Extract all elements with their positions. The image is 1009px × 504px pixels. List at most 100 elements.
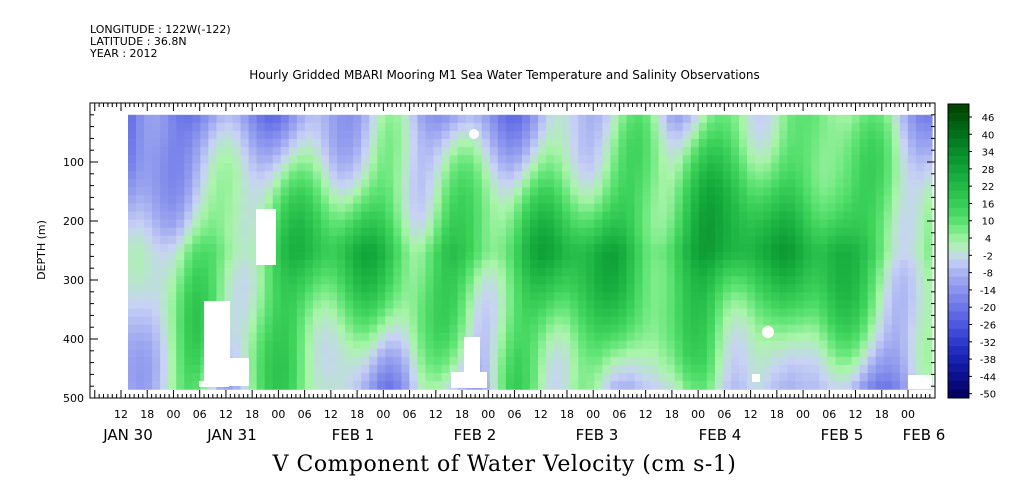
heatmap-cell [208, 155, 218, 164]
heatmap-cell [594, 373, 603, 382]
heatmap-cell [666, 324, 676, 334]
heatmap-cell [731, 340, 740, 350]
heatmap-cell [923, 114, 933, 124]
heatmap-cell [674, 227, 684, 237]
heatmap-cell [304, 373, 314, 382]
heatmap-cell [168, 268, 177, 277]
heatmap-cell [465, 171, 475, 180]
heatmap-cell [240, 348, 250, 358]
heatmap-cell [578, 171, 587, 180]
heatmap-cell [417, 324, 427, 334]
heatmap-cell [457, 179, 467, 189]
heatmap-cell [578, 139, 587, 148]
heatmap-cell [618, 292, 628, 301]
heatmap-cell [304, 195, 314, 205]
heatmap-cell [690, 114, 700, 124]
heatmap-cell [272, 114, 282, 124]
heatmap-cell [312, 227, 322, 237]
heatmap-cell [144, 219, 153, 229]
heatmap-cell [513, 251, 523, 261]
heatmap-cell [417, 147, 427, 156]
heatmap-cell [489, 203, 499, 213]
heatmap-cell [473, 203, 483, 213]
heatmap-cell [923, 332, 933, 342]
heatmap-cell [867, 300, 877, 310]
heatmap-cell [867, 155, 877, 164]
heatmap-cell [674, 373, 684, 382]
heatmap-cell [160, 187, 169, 197]
heatmap-cell [280, 179, 290, 189]
heatmap-cell [280, 381, 290, 390]
heatmap-cell [160, 171, 169, 180]
heatmap-cell [610, 308, 620, 318]
heatmap-cell [682, 219, 692, 229]
heatmap-cell [489, 260, 499, 269]
heatmap-cell [562, 171, 571, 180]
heatmap-cell [731, 268, 740, 277]
heatmap-cell [682, 171, 692, 180]
heatmap-cell [232, 163, 242, 172]
heatmap-cell [377, 147, 386, 156]
heatmap-cell [747, 130, 756, 140]
heatmap-cell [385, 308, 394, 318]
heatmap-cell [594, 292, 603, 301]
heatmap-cell [690, 260, 700, 269]
heatmap-cell [859, 324, 869, 334]
heatmap-cell [682, 139, 692, 148]
heatmap-cell [779, 340, 788, 350]
heatmap-cell [465, 260, 475, 269]
heatmap-cell [329, 139, 338, 148]
heatmap-cell [409, 219, 419, 229]
heatmap-cell [505, 251, 515, 261]
heatmap-cell [160, 284, 169, 293]
colorbar-swatch [948, 337, 969, 347]
heatmap-cell [329, 348, 338, 358]
heatmap-cell [602, 114, 611, 124]
heatmap-cell [642, 227, 652, 237]
heatmap-cell [457, 348, 467, 358]
colorbar-label: -2 [983, 251, 993, 262]
heatmap-cell [923, 243, 933, 253]
heatmap-cell [353, 356, 362, 366]
heatmap-cell [433, 130, 443, 140]
heatmap-cell [771, 211, 780, 221]
heatmap-cell [875, 179, 885, 189]
heatmap-cell [594, 251, 603, 261]
heatmap-cell [666, 308, 676, 318]
heatmap-cell [128, 179, 137, 189]
heatmap-cell [409, 243, 419, 253]
heatmap-cell [288, 235, 298, 245]
heatmap-cell [168, 203, 177, 213]
heatmap-cell [602, 130, 611, 140]
heatmap-cell [891, 235, 901, 245]
heatmap-cell [160, 356, 169, 366]
colorbar-swatch [948, 147, 969, 157]
heatmap-cell [891, 130, 901, 140]
heatmap-cell [602, 381, 611, 390]
heatmap-cell [763, 114, 772, 124]
heatmap-cell [795, 324, 804, 334]
heatmap-cell [594, 348, 603, 358]
heatmap-cell [554, 235, 563, 245]
heatmap-cell [698, 364, 708, 374]
heatmap-cell [875, 356, 885, 366]
heatmap-cell [915, 203, 925, 213]
heatmap-cell [779, 324, 788, 334]
heatmap-cell [481, 348, 491, 358]
heatmap-cell [312, 195, 322, 205]
heatmap-cell [658, 122, 668, 132]
heatmap-cell [425, 300, 435, 310]
heatmap-cell [907, 243, 917, 253]
heatmap-cell [570, 130, 579, 140]
heatmap-cell [481, 139, 491, 148]
heatmap-cell [401, 122, 410, 132]
heatmap-cell [361, 316, 370, 326]
heatmap-cell [441, 373, 451, 382]
heatmap-cell [538, 381, 547, 390]
heatmap-cell [176, 179, 185, 189]
heatmap-cell [562, 227, 571, 237]
heatmap-cell [795, 316, 804, 326]
heatmap-cell [642, 147, 652, 156]
heatmap-cell [248, 203, 258, 213]
heatmap-cell [497, 219, 507, 229]
